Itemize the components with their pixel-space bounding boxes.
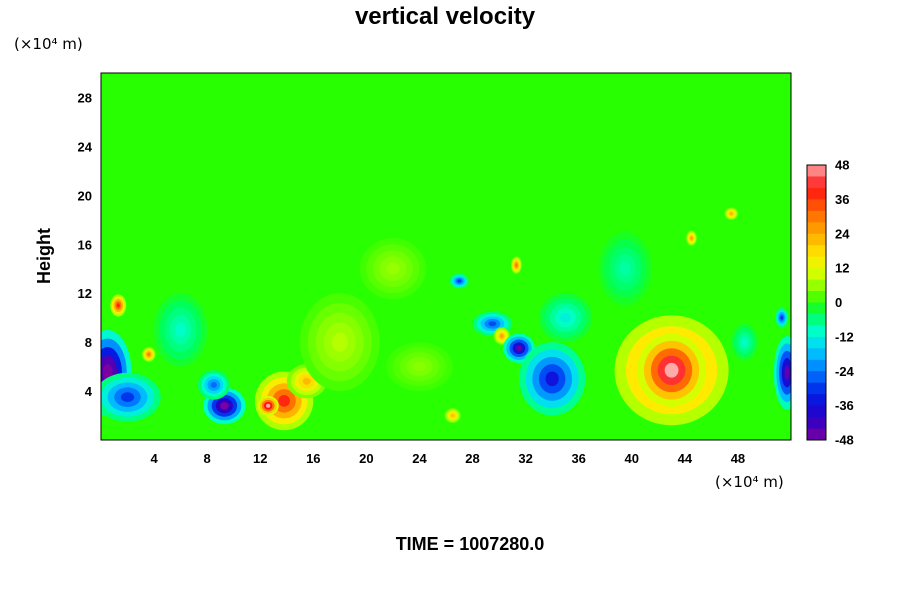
x-tick-label: 40 (625, 451, 639, 466)
colorbar-tick-label: 36 (835, 192, 849, 207)
field-feature-8 (302, 377, 311, 385)
colorbar-segment (807, 245, 826, 258)
field-feature-28 (412, 361, 427, 372)
field-feature-13 (488, 321, 497, 327)
colorbar-segment (807, 291, 826, 303)
field-feature-16 (515, 263, 518, 267)
colorbar-segment (807, 417, 826, 430)
colorbar-segment (807, 428, 826, 441)
field-feature-14 (500, 334, 504, 338)
plot-frame (100, 72, 792, 441)
field-feature-5 (210, 382, 217, 388)
field-feature-10 (386, 262, 400, 275)
y-axis-ticks: 4 8 12 16 20 24 28 (78, 90, 93, 399)
x-axis-ticks: 4 8 12 16 20 24 28 32 36 40 44 48 (150, 451, 745, 466)
field-feature-22 (690, 236, 693, 240)
field-feature-2 (116, 303, 120, 308)
y-axis-unit: (×10⁴ m) (14, 35, 83, 53)
field-feature-21 (619, 261, 631, 277)
x-tick-label: 36 (571, 451, 585, 466)
colorbar-segment (807, 187, 826, 200)
colorbar-segment (807, 199, 826, 212)
colorbar-ticks: 48 36 24 12 0 -12 -24 -36 -48 (835, 158, 855, 448)
colorbar-segment (807, 176, 826, 189)
y-tick-label: 8 (85, 335, 92, 350)
plot-area (101, 73, 791, 440)
x-tick-label: 4 (150, 451, 158, 466)
field-feature-20 (664, 362, 679, 378)
field-feature-6 (278, 394, 290, 407)
chart-title: vertical velocity (355, 3, 536, 30)
y-tick-label: 24 (78, 139, 93, 154)
field-feature-11 (451, 414, 455, 418)
field-feature-1 (120, 392, 135, 403)
colorbar-tick-label: 48 (835, 158, 849, 173)
x-tick-label: 16 (306, 451, 320, 466)
y-tick-label: 28 (78, 90, 92, 105)
field-feature-25 (784, 365, 790, 381)
colorbar-segment (807, 405, 826, 418)
field-feature-23 (729, 212, 733, 215)
x-tick-label: 20 (359, 451, 373, 466)
colorbar-segment (807, 336, 826, 349)
y-axis-label: Height (34, 228, 54, 284)
field-feature-4 (220, 402, 229, 410)
colorbar-segment (807, 313, 826, 326)
colorbar-segment (807, 210, 826, 223)
y-tick-label: 12 (78, 286, 92, 301)
field-feature-26 (780, 315, 784, 320)
field-feature-17 (545, 371, 559, 387)
field-feature-24 (741, 338, 748, 346)
field-feature-12 (457, 279, 462, 283)
x-tick-label: 32 (518, 451, 532, 466)
colorbar-segment (807, 325, 826, 338)
colorbar-tick-label: -36 (835, 398, 854, 413)
colorbar-segment (807, 279, 826, 292)
colorbar-segment (807, 394, 826, 407)
colorbar-segment (807, 256, 826, 269)
colorbar-segment (807, 302, 826, 315)
x-tick-label: 12 (253, 451, 267, 466)
y-tick-label: 4 (85, 384, 93, 399)
colorbar-segment (807, 268, 826, 281)
colorbar-segment (807, 233, 826, 246)
field-feature-3 (147, 352, 151, 356)
field-feature-27 (175, 322, 186, 338)
x-tick-label: 44 (678, 451, 693, 466)
x-axis-unit: (×10⁴ m) (715, 473, 784, 491)
y-tick-label: 20 (78, 188, 92, 203)
colorbar (806, 164, 827, 441)
colorbar-tick-label: -48 (835, 433, 854, 448)
colorbar-segment (807, 222, 826, 235)
colorbar-segment (807, 371, 826, 384)
colorbar-tick-label: 24 (835, 226, 850, 241)
field-feature-18 (560, 312, 571, 323)
y-tick-label: 16 (78, 237, 92, 252)
x-tick-label: 8 (204, 451, 211, 466)
colorbar-segment (807, 382, 826, 395)
x-tick-label: 24 (412, 451, 427, 466)
colorbar-tick-label: 0 (835, 295, 842, 310)
colorbar-tick-label: -24 (835, 364, 855, 379)
field-feature-7 (266, 403, 271, 408)
x-tick-label: 28 (465, 451, 479, 466)
colorbar-segment (807, 348, 826, 361)
field-feature-9 (331, 332, 348, 352)
time-label: TIME = 1007280.0 (396, 534, 545, 554)
colorbar-segment (807, 359, 826, 372)
colorbar-tick-label: 12 (835, 261, 849, 276)
field-feature-15 (515, 345, 523, 352)
x-tick-label: 48 (731, 451, 745, 466)
colorbar-frame (806, 164, 827, 441)
colorbar-tick-label: -12 (835, 329, 854, 344)
colorbar-segment (807, 165, 826, 177)
